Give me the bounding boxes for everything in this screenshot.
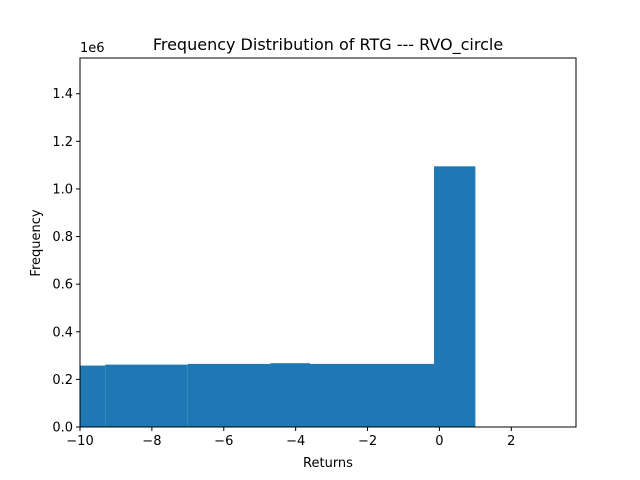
x-tick-label: 0 [435, 434, 443, 449]
plot-frame [79, 57, 577, 428]
y-tick-label: 0.6 [52, 278, 73, 293]
y-tick-label: 0.2 [52, 373, 73, 388]
y-offset-label: 1e6 [80, 41, 105, 56]
bars-group [80, 166, 476, 428]
histogram-bar-2 [187, 363, 271, 427]
x-axis-ticks: −10 −8 −6 −4 −2 0 2 [66, 427, 515, 449]
histogram-bar-5 [434, 166, 476, 428]
x-tick-label: −4 [286, 434, 305, 449]
x-tick-label: −6 [214, 434, 233, 449]
histogram-bar-3 [270, 363, 311, 427]
y-tick-label: 0.0 [52, 421, 73, 436]
x-axis-label: Returns [303, 456, 353, 471]
x-tick-label: −10 [66, 434, 93, 449]
y-axis-label: Frequency [29, 209, 44, 276]
histogram-bar-1 [105, 364, 188, 427]
y-tick-label: 1.0 [52, 182, 73, 197]
y-tick-label: 1.2 [52, 135, 73, 150]
y-tick-label: 1.4 [52, 87, 73, 102]
y-tick-label: 0.8 [52, 230, 73, 245]
x-tick-label: −8 [142, 434, 161, 449]
chart-title: Frequency Distribution of RTG --- RVO_ci… [153, 35, 503, 55]
x-tick-label: −2 [358, 434, 377, 449]
histogram-bar-0 [80, 365, 106, 427]
histogram-bar-4 [310, 363, 435, 427]
y-tick-label: 0.4 [52, 325, 73, 340]
x-tick-label: 2 [507, 434, 515, 449]
y-axis-ticks: 0.0 0.2 0.4 0.6 0.8 1.0 1.2 1.4 [52, 87, 80, 436]
